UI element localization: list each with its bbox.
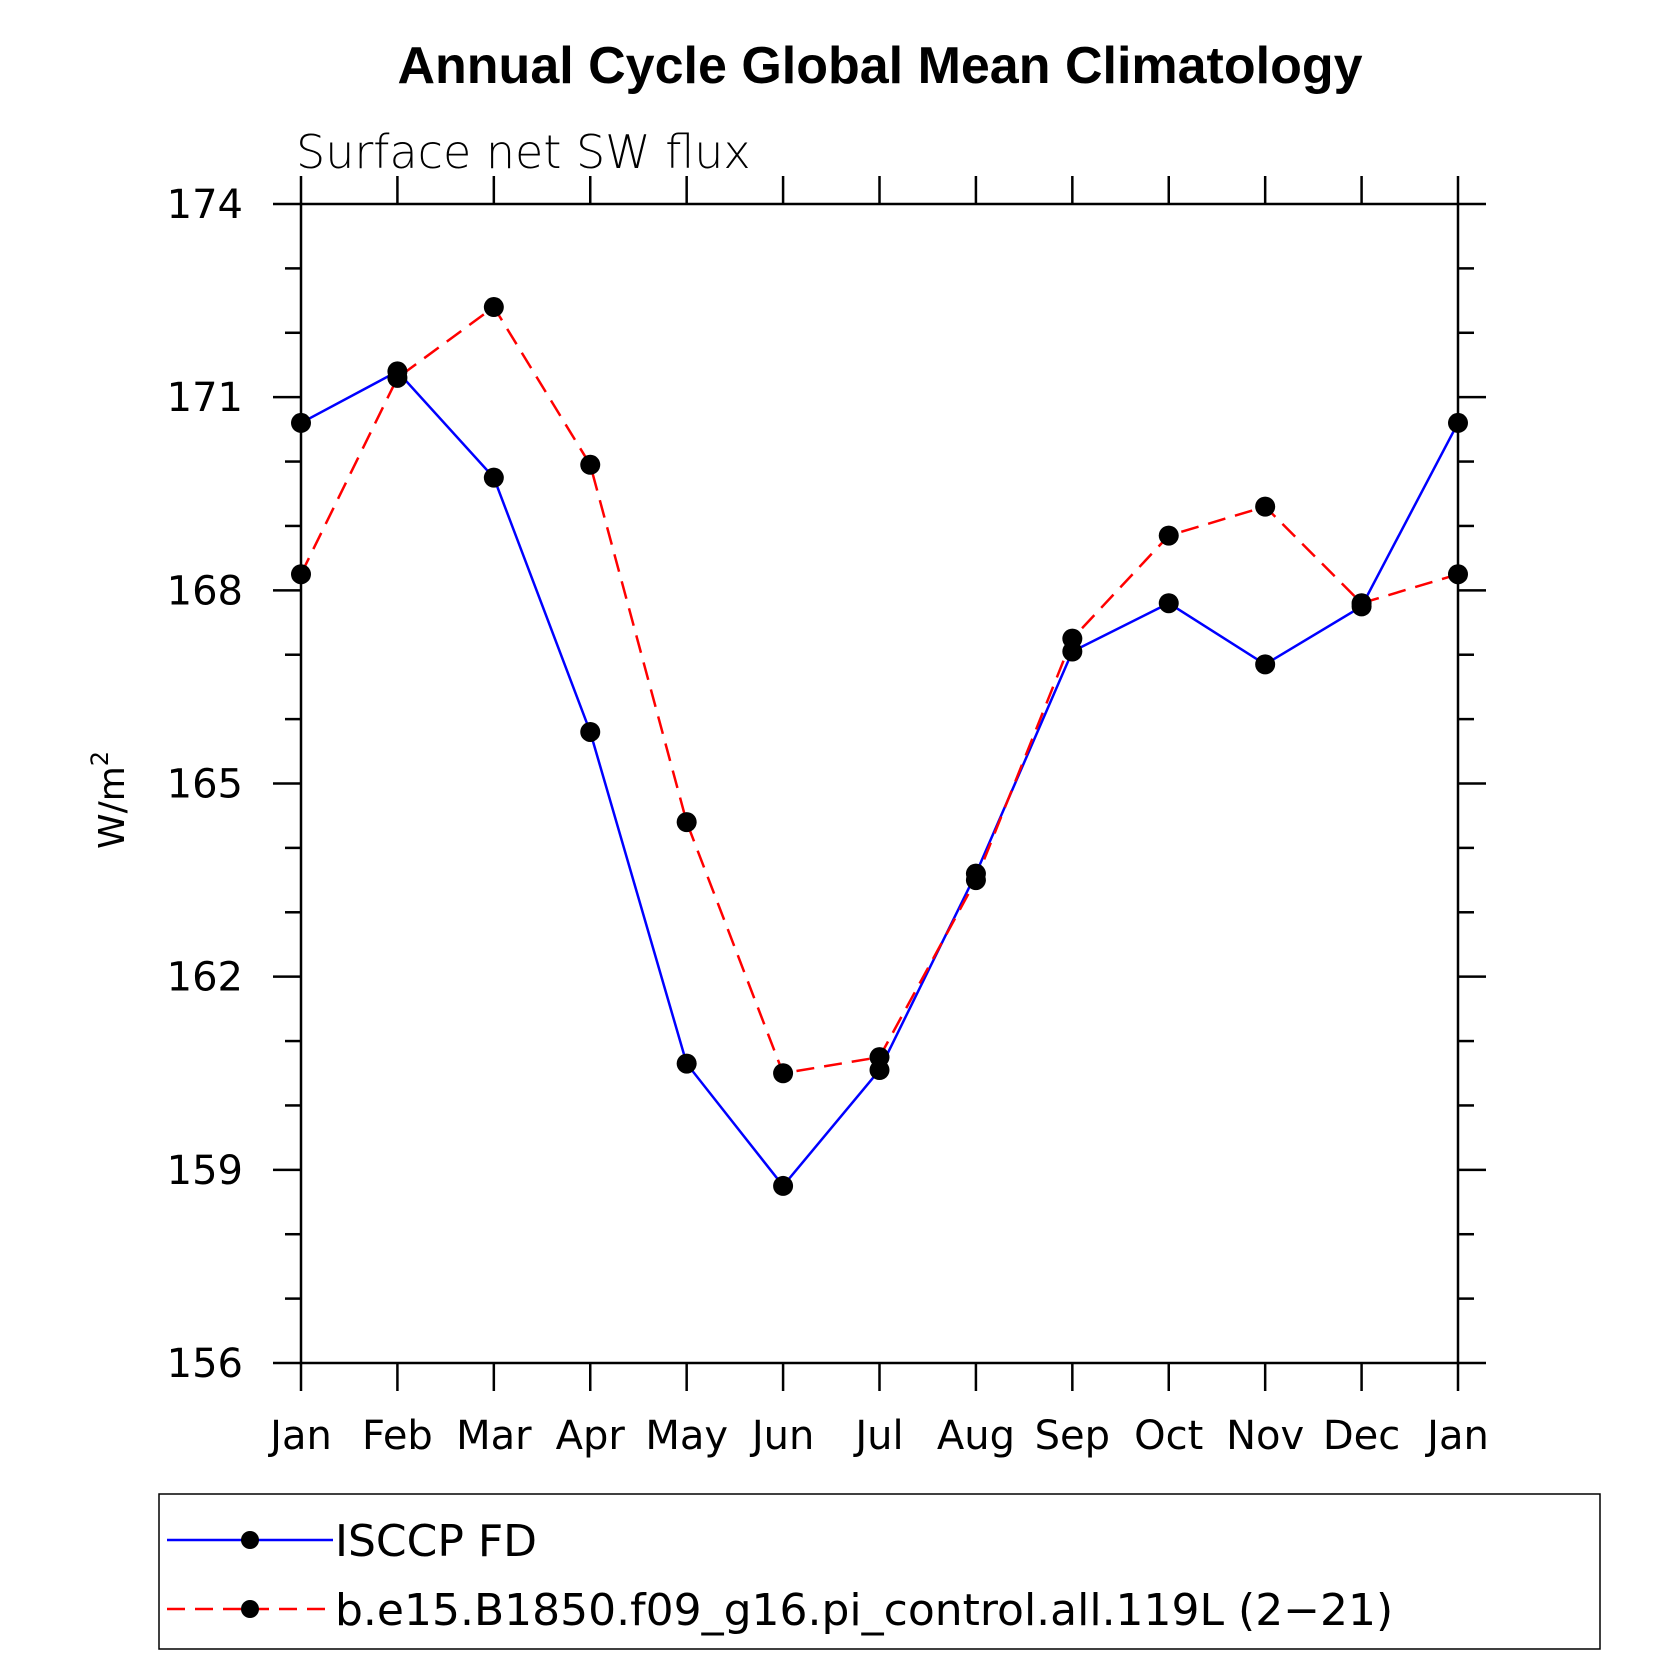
legend-marker-model-run: [241, 1600, 259, 1618]
y-tick-label: 168: [167, 568, 243, 614]
x-tick-label: Sep: [1035, 1413, 1110, 1459]
series-1-point: [1351, 593, 1372, 614]
chart-title: Annual Cycle Global Mean Climatology: [397, 37, 1362, 95]
series-1-point: [1255, 496, 1276, 517]
y-tick-label: 165: [167, 762, 243, 808]
series-0-point: [1158, 593, 1179, 614]
x-axis: Jan Feb Mar Apr May Jun Jul Aug Sep Oct Nov Dec Jan: [267, 176, 1489, 1459]
x-tick-label: Jan: [267, 1413, 332, 1459]
series-1-point: [676, 812, 697, 833]
series-layer: [291, 297, 1468, 1196]
series-0-point: [1255, 654, 1276, 675]
x-tick-label: Aug: [937, 1413, 1015, 1459]
plot-border: [299, 202, 1460, 1365]
series-1-point: [1062, 628, 1083, 649]
y-axis-label-main: W/m: [92, 766, 133, 849]
series-1-point: [869, 1047, 890, 1068]
legend-marker-isccp-fd: [241, 1531, 259, 1549]
series-1-point: [291, 564, 311, 585]
x-tick-label: Oct: [1134, 1413, 1203, 1459]
series-1-point: [387, 367, 408, 388]
series-0-point: [483, 467, 504, 488]
legend: ISCCP FD b.e15.B1850.f09_g16.pi_control.…: [158, 1493, 1601, 1650]
x-tick-label: Apr: [556, 1413, 626, 1459]
x-tick-label: Jul: [852, 1413, 903, 1459]
x-tick-label: Feb: [362, 1413, 433, 1459]
x-tick-label: Jan: [1424, 1413, 1489, 1459]
series-1-point: [773, 1063, 794, 1084]
series-1-point: [1448, 564, 1468, 585]
x-tick-label: May: [645, 1413, 728, 1459]
y-axis-label-superscript: 2: [86, 751, 114, 766]
series-1-point: [580, 454, 601, 475]
series-1-point: [965, 870, 986, 891]
series-0-point: [1448, 412, 1468, 433]
legend-label-isccp-fd: ISCCP FD: [335, 1516, 537, 1567]
series-0-point: [291, 412, 311, 433]
y-tick-label: 171: [167, 375, 243, 421]
series-0-point: [676, 1053, 697, 1074]
series-line-1: [299, 305, 1459, 1075]
y-tick-label: 174: [167, 182, 243, 228]
x-tick-label: Jun: [749, 1413, 815, 1459]
chart-subtitle: Surface net SW flux: [296, 125, 751, 179]
y-axis: 156 159 162 165 168 171 174: [167, 182, 1486, 1387]
series-0-point: [773, 1175, 794, 1196]
legend-box: [158, 1493, 1601, 1650]
y-tick-label: 156: [167, 1341, 243, 1387]
series-0-point: [580, 721, 601, 742]
series-1-point: [1158, 525, 1179, 546]
x-tick-label: Mar: [456, 1413, 532, 1459]
y-axis-label: W/m2: [86, 751, 133, 849]
x-tick-label: Dec: [1323, 1413, 1400, 1459]
x-tick-label: Nov: [1226, 1413, 1304, 1459]
y-tick-label: 159: [167, 1148, 243, 1194]
legend-label-model-run: b.e15.B1850.f09_g16.pi_control.all.119L …: [335, 1585, 1393, 1636]
y-tick-label: 162: [167, 955, 243, 1001]
series-1-point: [483, 297, 504, 318]
plot-frame: [299, 202, 1460, 1365]
